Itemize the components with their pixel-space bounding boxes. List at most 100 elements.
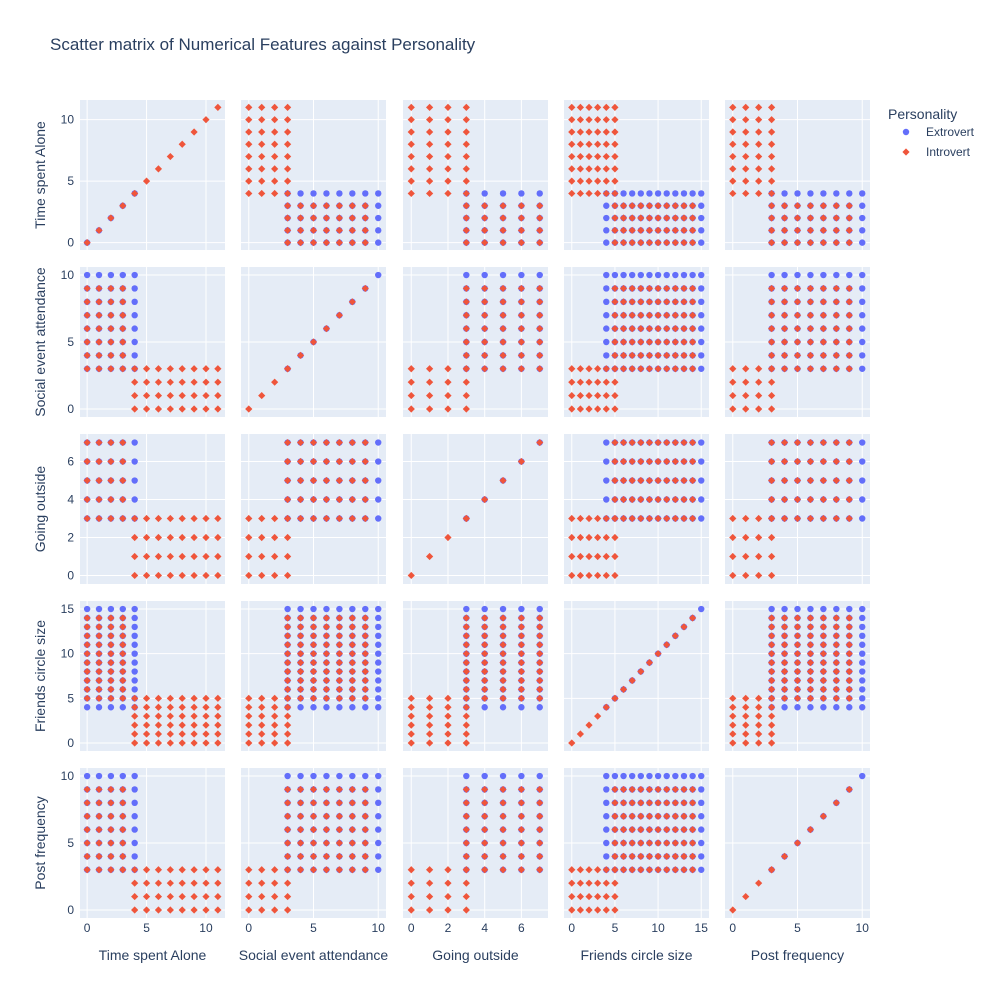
data-point-introvert (576, 906, 584, 914)
panel-1-3[interactable] (564, 267, 709, 417)
data-point-introvert (611, 405, 619, 413)
data-point-introvert (611, 351, 619, 359)
legend-item-introvert[interactable]: Introvert (902, 145, 971, 159)
panel-3-0[interactable] (80, 601, 225, 751)
data-point-introvert (444, 739, 452, 747)
data-point-introvert (517, 457, 525, 466)
y-axis-label: Going outside (32, 466, 48, 553)
data-point-introvert (95, 866, 103, 874)
data-point-extrovert (859, 614, 866, 622)
data-point-extrovert (375, 677, 382, 684)
panel-1-1[interactable] (241, 267, 386, 417)
data-point-introvert (645, 351, 654, 359)
data-point-extrovert (628, 190, 636, 197)
data-point-introvert (131, 703, 139, 711)
data-point-introvert (780, 338, 789, 346)
data-point-introvert (245, 552, 253, 561)
data-point-extrovert (375, 866, 382, 873)
data-point-introvert (499, 866, 507, 874)
data-point-introvert (361, 667, 369, 676)
legend-item-extrovert[interactable]: Extrovert (902, 125, 975, 139)
panel-1-2[interactable] (403, 267, 548, 417)
panel-1-4[interactable] (725, 267, 870, 417)
panel-2-0[interactable] (80, 434, 225, 584)
data-point-introvert (258, 391, 266, 400)
data-point-extrovert (859, 312, 866, 319)
data-point-introvert (284, 189, 292, 198)
data-point-introvert (742, 514, 750, 523)
panel-3-3[interactable] (564, 601, 709, 751)
data-point-extrovert (859, 772, 866, 780)
panel-3-2[interactable] (403, 601, 548, 751)
data-point-introvert (654, 650, 662, 658)
panel-2-1[interactable] (241, 434, 386, 584)
data-point-introvert (793, 338, 802, 346)
data-point-introvert (107, 438, 115, 447)
data-point-introvert (190, 405, 198, 413)
data-point-introvert (768, 378, 776, 386)
panel-4-1[interactable] (241, 768, 386, 918)
data-point-introvert (845, 351, 853, 359)
data-point-introvert (348, 641, 356, 649)
data-point-introvert (444, 128, 452, 136)
data-point-introvert (142, 391, 151, 400)
data-point-extrovert (781, 605, 788, 613)
data-point-introvert (663, 514, 671, 523)
data-point-introvert (832, 667, 840, 676)
panel-3-4[interactable] (725, 601, 870, 751)
data-point-introvert (296, 812, 305, 820)
panel-1-0[interactable] (80, 267, 225, 417)
panel-4-0[interactable] (80, 768, 225, 918)
data-point-introvert (536, 659, 544, 667)
data-point-extrovert (83, 271, 91, 279)
panel-4-3[interactable] (564, 768, 709, 918)
data-point-introvert (742, 116, 750, 124)
data-point-introvert (819, 298, 827, 306)
data-point-introvert (780, 214, 789, 222)
data-point-introvert (663, 812, 671, 820)
panel-0-3[interactable] (564, 100, 709, 250)
data-point-introvert (619, 457, 628, 466)
panel-2-3[interactable] (564, 434, 709, 584)
panel-0-4[interactable] (725, 100, 870, 250)
panel-2-2[interactable] (403, 434, 548, 584)
panel-4-2[interactable] (403, 768, 548, 918)
panel-3-1[interactable] (241, 601, 386, 751)
panel-4-4[interactable] (725, 768, 870, 918)
panel-2-4[interactable] (725, 434, 870, 584)
data-point-introvert (284, 650, 292, 658)
data-point-introvert (335, 667, 343, 676)
data-point-introvert (142, 571, 151, 580)
data-point-introvert (296, 214, 305, 222)
panel-0-0[interactable] (80, 100, 225, 250)
data-point-introvert (107, 676, 115, 685)
data-point-introvert (166, 552, 174, 561)
x-tick-label: 10 (199, 921, 213, 935)
data-point-extrovert (375, 239, 382, 246)
panel-0-1[interactable] (241, 100, 386, 250)
data-point-extrovert (603, 813, 610, 820)
data-point-introvert (517, 659, 525, 667)
panel-0-2[interactable] (403, 100, 548, 250)
data-point-introvert (768, 476, 776, 485)
data-point-introvert (107, 799, 115, 807)
data-point-introvert (271, 739, 279, 747)
data-point-introvert (806, 214, 815, 222)
data-point-extrovert (603, 826, 610, 833)
data-point-introvert (832, 495, 840, 504)
data-point-introvert (845, 298, 853, 306)
data-point-introvert (407, 378, 415, 386)
data-point-introvert (768, 514, 776, 523)
data-point-introvert (462, 632, 470, 640)
data-point-extrovert (131, 312, 138, 319)
data-point-introvert (258, 152, 266, 161)
data-point-introvert (576, 116, 584, 124)
data-point-introvert (296, 694, 305, 702)
data-point-introvert (245, 739, 253, 747)
data-point-introvert (142, 879, 151, 887)
data-point-extrovert (698, 352, 705, 359)
data-point-introvert (680, 852, 688, 860)
data-point-introvert (119, 325, 127, 333)
data-point-introvert (154, 533, 163, 542)
